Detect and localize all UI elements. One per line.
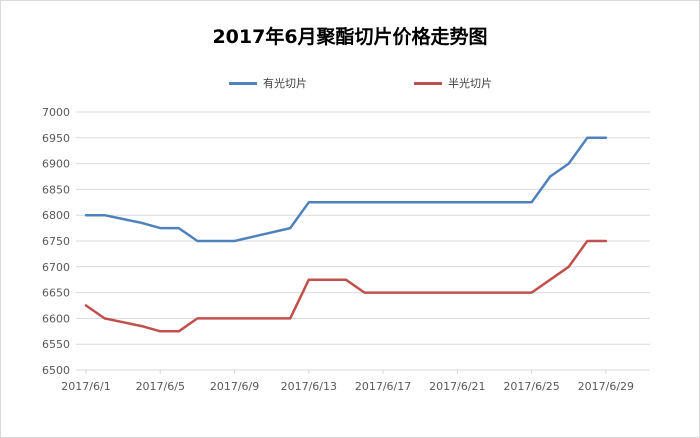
series-line-0	[84, 136, 608, 243]
x-tick-label: 2017/6/25	[503, 380, 559, 393]
y-tick-label: 6750	[42, 235, 70, 248]
x-tick-label: 2017/6/1	[61, 380, 110, 393]
x-tick-label: 2017/6/29	[578, 380, 634, 393]
y-tick-label: 6950	[42, 132, 70, 145]
x-tick-label: 2017/6/13	[281, 380, 337, 393]
legend-swatch-series-1	[414, 81, 442, 85]
series-line-1	[84, 239, 608, 333]
x-tick-label: 2017/6/9	[210, 380, 259, 393]
y-tick-label: 6900	[42, 158, 70, 171]
x-tick-label: 2017/6/21	[429, 380, 485, 393]
x-tick-label: 2017/6/5	[136, 380, 185, 393]
legend-label-series-1: 半光切片	[448, 77, 492, 90]
y-tick-label: 6550	[42, 338, 70, 351]
legend-label-series-0: 有光切片	[263, 77, 307, 90]
y-tick-label: 6800	[42, 209, 70, 222]
legend-swatch-series-0	[229, 81, 257, 85]
x-tick-label: 2017/6/17	[355, 380, 411, 393]
chart-legend: 有光切片 半光切片	[0, 73, 700, 93]
y-tick-label: 6850	[42, 183, 70, 196]
legend-item-series-0: 有光切片	[229, 73, 307, 93]
y-tick-label: 6600	[42, 312, 70, 325]
y-tick-label: 6500	[42, 364, 70, 377]
y-tick-label: 6650	[42, 287, 70, 300]
y-tick-label: 7000	[42, 106, 70, 119]
chart-title: 2017年6月聚酯切片价格走势图	[212, 26, 488, 48]
legend-item-series-1: 半光切片	[414, 73, 492, 93]
y-tick-label: 6700	[42, 261, 70, 274]
